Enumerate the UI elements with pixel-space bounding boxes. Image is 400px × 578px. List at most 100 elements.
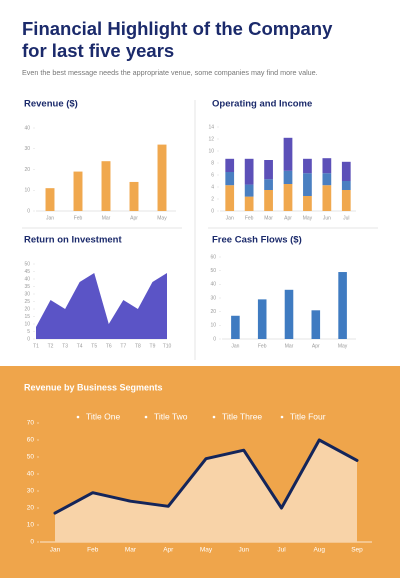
x-tick-label: T4 — [77, 343, 83, 349]
x-tick-label: Apr — [130, 215, 138, 221]
x-tick-label: May — [157, 215, 167, 221]
bar — [157, 144, 167, 211]
x-tick-label: Feb — [87, 547, 99, 554]
x-tick-label: Jan — [226, 215, 234, 221]
bar-segment — [225, 185, 235, 211]
bar-segment — [244, 158, 254, 185]
chart-title: Return on Investment — [24, 235, 122, 246]
y-tick-label: 35 — [24, 284, 30, 290]
bar-segment — [264, 190, 273, 211]
y-tick-label: 10 — [24, 321, 30, 327]
legend-bullet — [144, 415, 148, 419]
x-tick-label: T10 — [163, 343, 172, 349]
x-tick-label: T5 — [91, 343, 97, 349]
legend-bullet — [212, 415, 216, 419]
y-tick-label: 0 — [27, 336, 30, 342]
y-tick-label: 10 — [27, 522, 35, 529]
x-tick-label: T9 — [150, 343, 156, 349]
y-tick-label: 50 — [27, 454, 35, 461]
area — [36, 273, 167, 339]
x-tick-label: Apr — [284, 215, 292, 221]
x-tick-label: Jan — [231, 343, 239, 349]
bar-segment — [283, 170, 293, 184]
y-tick-label: 0 — [211, 208, 214, 214]
y-tick-label: 30 — [27, 488, 35, 495]
x-tick-label: Feb — [258, 343, 267, 349]
y-tick-label: 20 — [24, 306, 30, 312]
bar-segment — [322, 173, 332, 186]
bar-segment — [341, 161, 351, 181]
x-tick-label: T2 — [48, 343, 54, 349]
title-box: Financial Highlight of the Company for l… — [22, 18, 333, 61]
legend-entry: Title One — [86, 411, 120, 421]
y-tick-label: 0 — [27, 208, 30, 214]
y-tick-label: 8 — [211, 160, 214, 166]
y-tick-label: 20 — [210, 309, 216, 315]
x-tick-label: Jul — [277, 547, 286, 554]
bar — [338, 272, 347, 339]
page-title: Financial Highlight of the Company for l… — [22, 18, 333, 61]
y-tick-label: 20 — [27, 505, 35, 512]
chart-title: Free Cash Flows ($) — [212, 235, 302, 246]
bar-segment — [244, 196, 254, 211]
y-tick-label: 15 — [24, 314, 30, 320]
y-tick-label: 30 — [24, 291, 30, 297]
x-tick-label: Aug — [313, 547, 325, 554]
bar-segment — [322, 185, 332, 211]
y-tick-label: 6 — [211, 172, 214, 178]
x-tick-label: Apr — [163, 547, 174, 554]
x-tick-label: Mar — [264, 215, 273, 221]
x-tick-label: Jan — [46, 215, 54, 221]
y-tick-label: 50 — [24, 261, 30, 267]
legend-bullet — [280, 415, 284, 419]
bar-segment — [264, 179, 273, 190]
y-tick-label: 60 — [210, 254, 216, 260]
x-tick-label: Feb — [74, 215, 83, 221]
area — [55, 440, 357, 542]
x-tick-label: Apr — [312, 343, 320, 349]
bar — [257, 299, 267, 339]
y-tick-label: 12 — [208, 136, 214, 142]
bar-segment — [283, 137, 293, 171]
chart-title: Revenue ($) — [24, 99, 78, 110]
x-tick-label: Jul — [343, 215, 349, 221]
y-tick-label: 40 — [210, 282, 216, 288]
legend-bullet — [76, 415, 80, 419]
y-tick-label: 10 — [210, 323, 216, 329]
x-tick-label: Mar — [102, 215, 111, 221]
bar — [284, 289, 294, 339]
bar — [45, 188, 55, 211]
chart-title: Revenue by Business Segments — [24, 382, 163, 392]
y-tick-label: 70 — [27, 420, 35, 427]
chart-title: Operating and Income — [212, 99, 312, 110]
bar — [101, 161, 111, 211]
bar-segment — [244, 184, 254, 197]
bar-segment — [303, 196, 312, 211]
x-tick-label: Sep — [351, 547, 363, 554]
x-tick-label: T7 — [120, 343, 126, 349]
bar-segment — [283, 184, 293, 211]
bar — [311, 310, 321, 339]
y-tick-label: 45 — [24, 269, 30, 275]
bar-segment — [303, 173, 312, 196]
x-tick-label: Feb — [245, 215, 254, 221]
y-tick-label: 40 — [27, 471, 35, 478]
x-tick-label: Jan — [50, 547, 61, 554]
y-tick-label: 40 — [24, 276, 30, 282]
y-tick-label: 14 — [208, 124, 214, 130]
y-tick-label: 10 — [24, 188, 30, 194]
x-tick-label: May — [200, 547, 213, 554]
x-tick-label: May — [338, 343, 348, 349]
line — [53, 438, 359, 515]
y-tick-label: 30 — [210, 295, 216, 301]
x-tick-label: T1 — [33, 343, 39, 349]
y-tick-label: 20 — [24, 167, 30, 173]
bar — [231, 315, 240, 339]
y-tick-label: 30 — [24, 146, 30, 152]
x-tick-label: Mar — [285, 343, 294, 349]
bar — [73, 171, 83, 211]
y-tick-label: 0 — [30, 539, 34, 546]
x-tick-label: May — [303, 215, 313, 221]
y-tick-label: 25 — [24, 299, 30, 305]
